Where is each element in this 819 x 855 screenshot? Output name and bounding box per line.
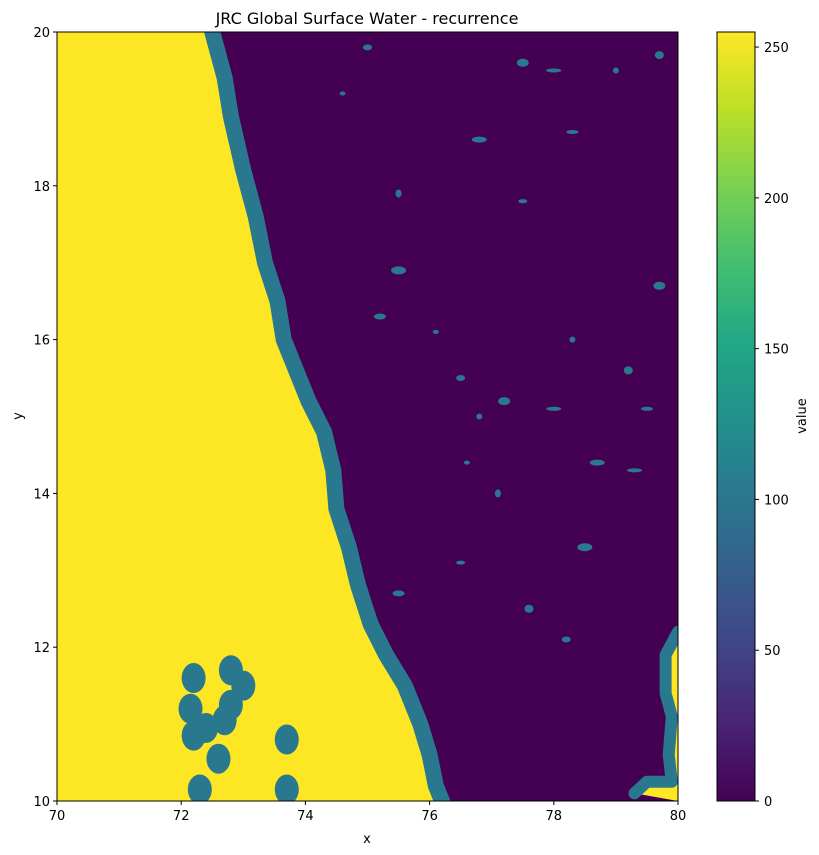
lake-mark: [623, 366, 633, 375]
lake-mark: [516, 58, 529, 67]
lake-mark: [392, 590, 405, 597]
island-mark: [187, 774, 212, 801]
y-tick-label: 18: [33, 180, 50, 195]
island-mark: [206, 743, 231, 774]
lake-mark: [653, 281, 666, 290]
colorbar-tick-label: 100: [764, 493, 789, 508]
lake-mark: [363, 44, 372, 51]
colorbar-tick-label: 0: [764, 795, 772, 810]
plot-frame: [56, 31, 679, 802]
y-axis: 10 12 14 16 18 20: [33, 26, 57, 810]
lake-mark: [463, 460, 470, 465]
colorbar-tick-label: 250: [764, 41, 789, 56]
x-tick-label: 74: [297, 809, 314, 824]
colorbar-tick-label: 200: [764, 192, 789, 207]
lake-mark: [339, 91, 346, 96]
island-mark: [178, 693, 203, 724]
island-group: [178, 655, 299, 801]
lake-mark: [391, 266, 407, 275]
lake-mark: [498, 397, 511, 406]
x-tick-label: 80: [670, 809, 687, 824]
island-mark: [181, 720, 206, 751]
colorbar-tick-label: 150: [764, 343, 789, 358]
lake-mark: [654, 51, 664, 60]
no-data-sea-region: [57, 32, 442, 801]
x-tick-label: 78: [546, 809, 563, 824]
colorbar-tick-label: 50: [764, 644, 781, 659]
x-tick-label: 72: [173, 809, 190, 824]
lake-mark: [566, 129, 579, 134]
lake-mark: [627, 468, 643, 473]
east-coastline-band: [628, 625, 678, 800]
y-tick-label: 12: [33, 641, 50, 656]
chart-title: JRC Global Surface Water - recurrence: [215, 9, 519, 28]
x-axis-label: x: [363, 832, 371, 847]
colorbar-label: value: [795, 398, 810, 434]
lake-mark: [640, 406, 653, 411]
lake-mark: [432, 329, 439, 334]
y-axis-label: y: [11, 412, 26, 420]
lake-mark: [373, 313, 386, 320]
lake-mark: [524, 604, 534, 613]
lake-mark: [561, 636, 571, 643]
x-tick-label: 76: [421, 809, 438, 824]
lake-mark: [471, 136, 487, 143]
lake-mark: [456, 375, 466, 382]
lake-mark: [518, 199, 528, 204]
coastline-band: [204, 32, 450, 801]
x-tick-label: 70: [49, 809, 66, 824]
colorbar: [716, 31, 756, 802]
y-tick-label: 20: [33, 26, 50, 41]
heatmap-area: [57, 32, 678, 801]
lake-mark: [612, 67, 619, 74]
y-tick-label: 10: [33, 795, 50, 810]
lake-mark: [589, 459, 605, 466]
y-tick-label: 14: [33, 487, 50, 502]
lake-mark: [395, 189, 402, 198]
lake-mark: [456, 560, 466, 565]
colorbar-axis: 0 50 100 150 200 250: [755, 41, 789, 810]
y-tick-label: 16: [33, 334, 50, 349]
lake-mark: [546, 68, 562, 73]
island-mark: [212, 705, 237, 736]
lake-mark: [476, 413, 483, 420]
lake-mark: [569, 336, 576, 343]
island-mark: [274, 724, 299, 755]
lake-mark: [577, 543, 593, 552]
island-mark: [274, 774, 299, 801]
lake-group: [339, 44, 666, 643]
x-axis: 70 72 74 76 78 80: [49, 801, 687, 824]
island-mark: [181, 662, 206, 693]
lake-mark: [546, 406, 562, 411]
lake-mark: [494, 489, 501, 498]
